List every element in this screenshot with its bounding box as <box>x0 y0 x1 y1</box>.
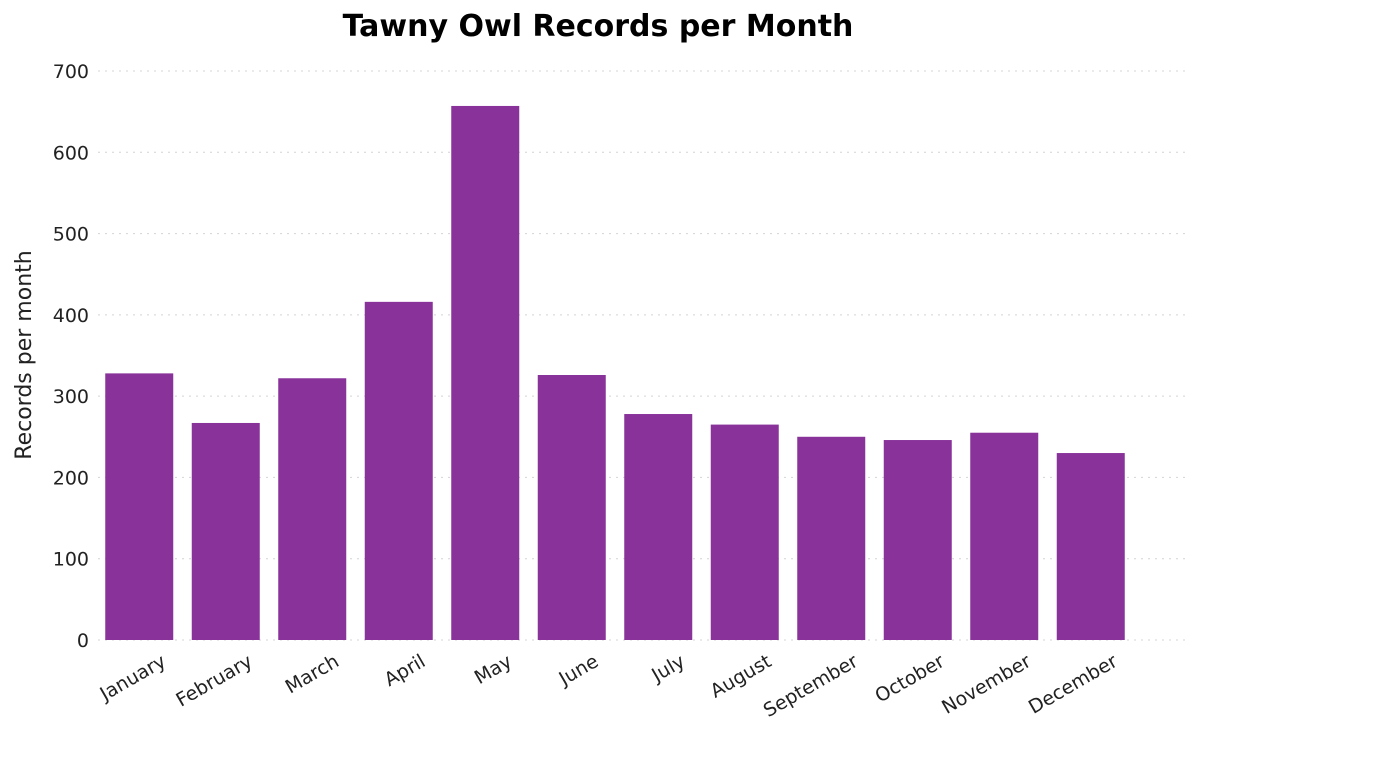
bar <box>105 373 174 640</box>
bar <box>191 422 260 640</box>
bar <box>451 105 520 640</box>
bar <box>797 436 866 640</box>
x-tick-label: July <box>647 650 688 687</box>
y-tick-label: 400 <box>53 305 89 327</box>
y-tick-label: 500 <box>53 224 89 246</box>
y-axis-label: Records per month <box>12 250 37 459</box>
x-tick-label: October <box>871 650 948 707</box>
y-tick-label: 600 <box>53 142 89 164</box>
x-axis-ticks: January February March April May June July Augu… <box>96 650 1122 722</box>
bar <box>624 414 693 640</box>
x-tick-label: January <box>96 650 170 706</box>
x-tick-label: April <box>381 650 430 691</box>
y-tick-label: 200 <box>53 467 89 489</box>
y-tick-label: 300 <box>53 386 89 408</box>
y-axis-ticks: 0 100 200 300 400 500 600 700 <box>53 61 89 652</box>
bar <box>364 301 433 640</box>
x-tick-label: August <box>707 650 776 702</box>
x-tick-label: May <box>471 650 516 689</box>
x-tick-label: December <box>1025 650 1121 718</box>
bar <box>970 432 1039 640</box>
y-tick-label: 700 <box>53 61 89 83</box>
x-tick-label: March <box>282 650 343 698</box>
x-tick-label: November <box>938 650 1035 719</box>
bar <box>278 378 347 640</box>
y-tick-label: 0 <box>77 630 89 652</box>
bars <box>105 105 1125 640</box>
bar <box>537 375 606 640</box>
x-tick-label: June <box>555 650 603 690</box>
bar <box>1056 453 1125 640</box>
y-tick-label: 100 <box>53 549 89 571</box>
x-tick-label: February <box>172 650 256 711</box>
x-tick-label: September <box>760 650 862 722</box>
bar <box>883 440 952 640</box>
bar <box>710 424 779 640</box>
chart-title: Tawny Owl Records per Month <box>343 9 854 44</box>
